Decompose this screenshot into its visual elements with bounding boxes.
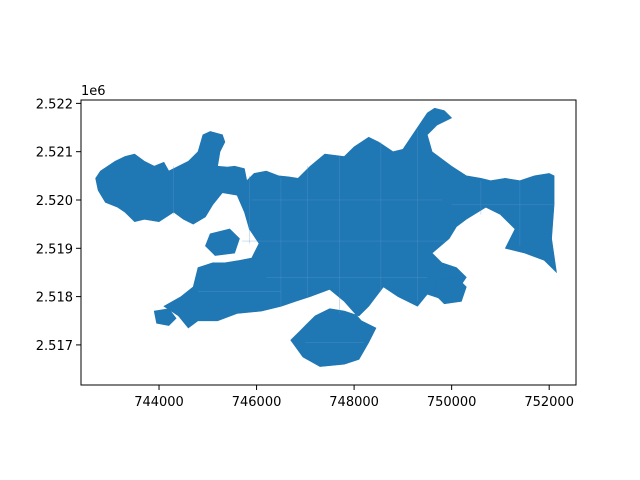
x-tick-label: 744000 [134, 395, 184, 410]
y-tick-label: 2.518 [36, 291, 73, 306]
x-tick-label: 750000 [427, 395, 477, 410]
map-regions [95, 107, 557, 367]
map-region-1 [205, 228, 240, 256]
x-axis: 744000 746000 748000 750000 752000 [134, 385, 574, 410]
plot-frame [80, 99, 577, 386]
y-tick-label: 2.521 [36, 146, 73, 161]
map-region-2 [434, 276, 467, 305]
x-tick-label: 748000 [329, 395, 379, 410]
map-region-3 [153, 308, 177, 326]
map-boundaries [173, 129, 555, 343]
map-region-0 [95, 107, 557, 367]
y-tick-label: 2.520 [36, 194, 73, 209]
x-tick-label: 746000 [232, 395, 282, 410]
y-axis: 2.517 2.518 2.519 2.520 2.521 2.522 [36, 97, 81, 354]
y-tick-label: 2.519 [36, 242, 73, 257]
y-offset-label: 1e6 [81, 84, 106, 99]
y-tick-label: 2.522 [36, 97, 73, 112]
y-tick-label: 2.517 [36, 339, 73, 354]
x-tick-label: 752000 [524, 395, 574, 410]
